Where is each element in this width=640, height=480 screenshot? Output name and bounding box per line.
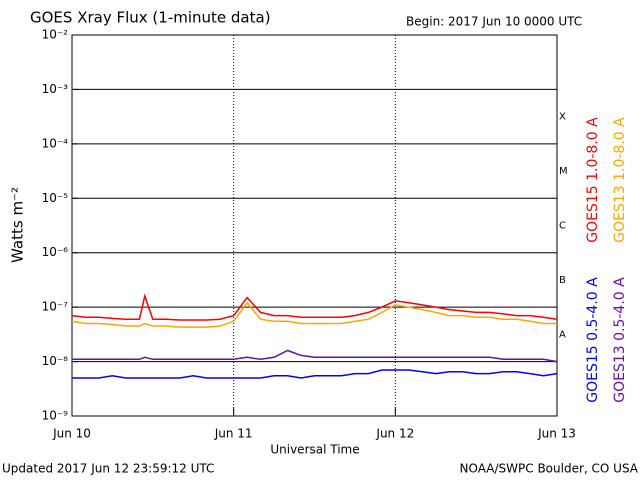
y-tick-label: 10⁻³ xyxy=(42,82,69,96)
y-tick-label: 10⁻⁶ xyxy=(42,245,69,259)
y-tick-label: 10⁻⁸ xyxy=(42,354,69,368)
footer-right: NOAA/SWPC Boulder, CO USA xyxy=(460,462,639,476)
y-tick-label: 10⁻² xyxy=(42,28,69,42)
legend-entry: GOES13 1.0-8.0 A xyxy=(612,117,628,243)
y-tick-label: 10⁻⁴ xyxy=(42,136,69,150)
legend-entry: GOES13 0.5-4.0 A xyxy=(612,277,628,403)
x-tick-label: Jun 13 xyxy=(537,427,576,441)
legend-entry: GOES15 1.0-8.0 A xyxy=(585,117,601,243)
y-axis-label: Watts m⁻² xyxy=(9,187,27,263)
x-tick-label: Jun 10 xyxy=(52,427,91,441)
y-tick-label: 10⁻⁵ xyxy=(42,191,69,205)
flare-class-label: A xyxy=(559,329,566,340)
y-tick-label: 10⁻⁷ xyxy=(42,300,69,314)
series-line xyxy=(72,349,558,363)
footer-left: Updated 2017 Jun 12 23:59:12 UTC xyxy=(2,462,214,476)
flare-class-label: B xyxy=(559,275,566,286)
legend-entry: GOES15 0.5-4.0 A xyxy=(585,277,601,403)
flare-class-label: X xyxy=(559,112,566,123)
chart-title: GOES Xray Flux (1-minute data) xyxy=(30,9,271,27)
plot-frame xyxy=(71,34,558,417)
chart-subtitle: Begin: 2017 Jun 10 0000 UTC xyxy=(406,15,582,29)
series-line xyxy=(72,369,558,379)
x-tick-label: Jun 12 xyxy=(375,427,414,441)
flare-class-label: M xyxy=(559,166,568,177)
series-line xyxy=(71,301,557,328)
x-axis-label: Universal Time xyxy=(270,443,359,457)
y-tick-label: 10⁻⁹ xyxy=(42,409,69,423)
series-line xyxy=(71,293,558,321)
flare-class-label: C xyxy=(559,221,566,232)
x-tick-label: Jun 11 xyxy=(214,427,253,441)
